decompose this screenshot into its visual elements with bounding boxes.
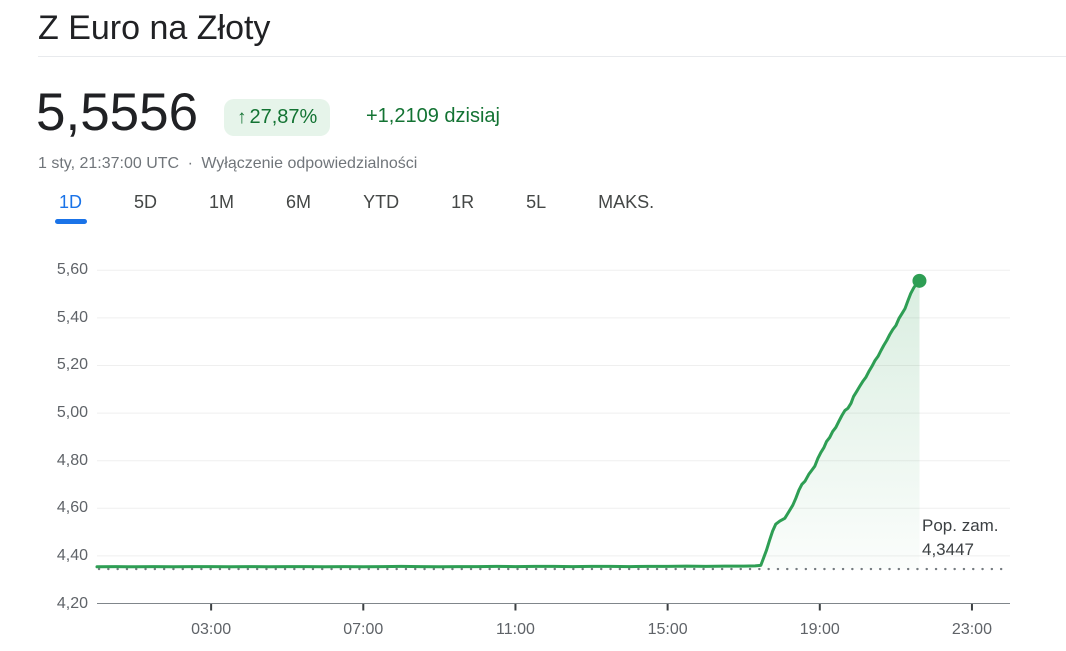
gridlines	[97, 269, 1010, 611]
y-axis-label: 5,00	[56, 404, 88, 422]
quote-meta: 1 sty, 21:37:00 UTC · Wyłączenie odpowie…	[38, 155, 421, 173]
price-chart[interactable]	[0, 240, 1066, 651]
y-axis-label: 5,60	[56, 261, 88, 279]
absolute-change: +1,2109 dzisiaj	[366, 105, 500, 127]
percent-change-value: 27,87%	[249, 106, 318, 128]
x-axis-label: 23:00	[951, 621, 992, 638]
range-tab-bar: 1D 5D 1M 6M YTD 1R 5L MAKS.	[54, 192, 655, 224]
last-price-dot	[912, 273, 927, 288]
tab-ytd[interactable]: YTD	[363, 192, 400, 212]
tab-1m[interactable]: 1M	[209, 192, 235, 212]
x-axis-label: 07:00	[343, 621, 384, 638]
up-arrow-icon: ↑	[237, 106, 247, 128]
y-axis-label: 5,20	[56, 356, 88, 374]
previous-close-value: 4,3447	[922, 540, 974, 559]
meta-separator: ·	[187, 155, 193, 172]
current-price: 5,5556	[36, 83, 199, 142]
disclaimer-link[interactable]: Wyłączenie odpowiedzialności	[201, 155, 418, 172]
tab-1d[interactable]: 1D	[54, 192, 87, 224]
area-fill	[97, 280, 920, 570]
price-line	[95, 279, 921, 569]
tab-6m[interactable]: 6M	[286, 192, 312, 212]
tab-5d[interactable]: 5D	[134, 192, 158, 212]
x-axis-label: 15:00	[647, 621, 688, 638]
x-axis-label: 19:00	[799, 621, 840, 638]
active-tab-underline	[54, 219, 87, 224]
previous-close-annotation: Pop. zam. 4,3447	[922, 514, 999, 562]
price-series	[95, 273, 1010, 571]
y-axis-label: 4,60	[56, 499, 88, 517]
page-title: Z Euro na Złoty	[38, 9, 271, 47]
y-axis-label: 4,20	[56, 594, 88, 612]
y-axis-label: 4,40	[56, 546, 88, 564]
tab-5l[interactable]: 5L	[526, 192, 547, 212]
tab-1r[interactable]: 1R	[451, 192, 475, 212]
percent-change-badge: ↑ 27,87%	[224, 99, 331, 136]
x-axis-label: 03:00	[191, 621, 232, 638]
tab-maks[interactable]: MAKS.	[598, 192, 655, 212]
y-axis-label: 5,40	[56, 308, 88, 326]
previous-close-label: Pop. zam.	[922, 516, 999, 535]
y-axis-label: 4,80	[56, 451, 88, 469]
header-divider	[38, 56, 1066, 57]
x-axis-label: 11:00	[496, 621, 535, 638]
timestamp: 1 sty, 21:37:00 UTC	[38, 155, 180, 172]
